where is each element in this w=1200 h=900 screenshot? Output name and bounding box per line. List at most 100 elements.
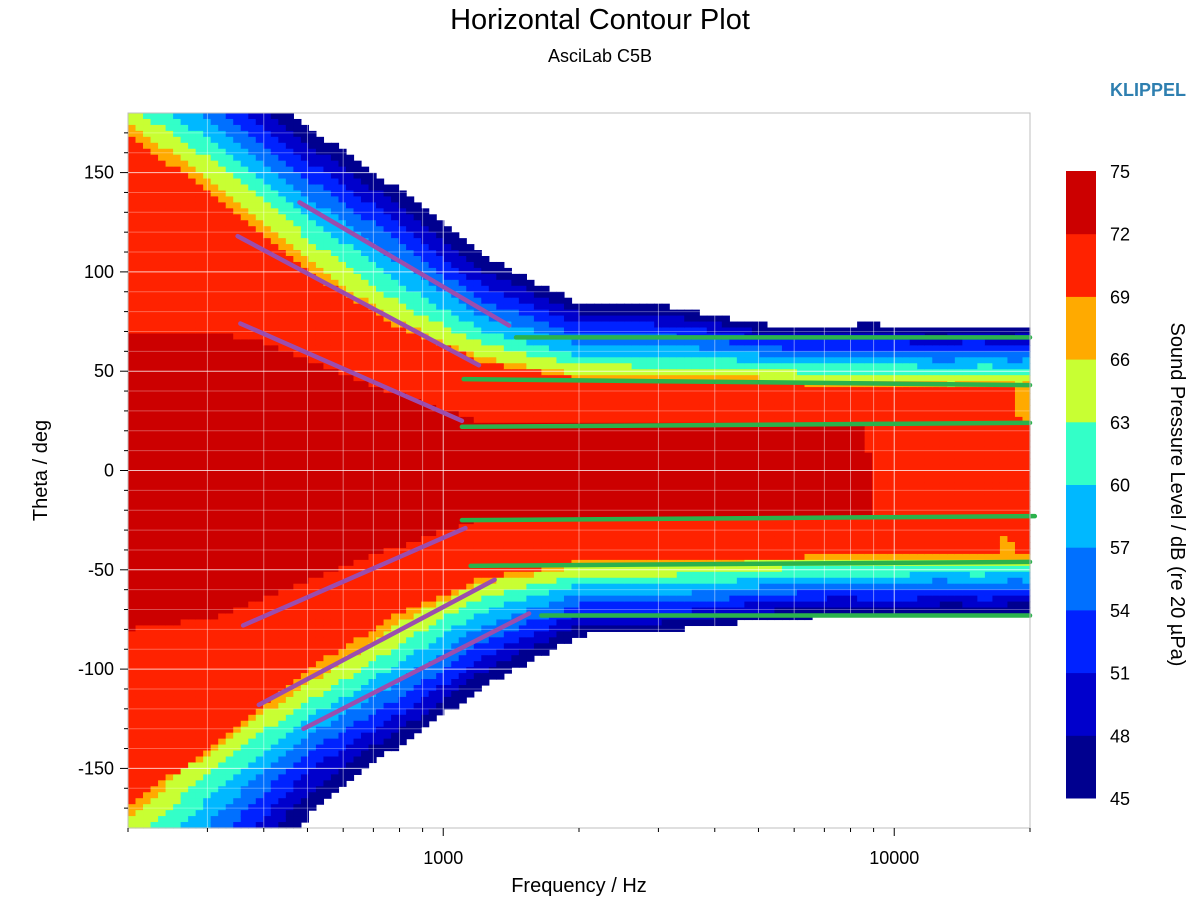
contour-cell — [376, 321, 385, 329]
contour-cell — [233, 404, 242, 412]
contour-cell — [338, 685, 347, 692]
contour-cell — [188, 118, 197, 126]
contour-cell — [270, 655, 279, 662]
contour-cell — [345, 690, 355, 698]
contour-cell — [376, 369, 385, 376]
contour-cell — [398, 661, 407, 668]
contour-cell — [210, 142, 219, 150]
contour-cell — [255, 643, 264, 650]
contour-cell — [165, 410, 174, 418]
contour-cell — [428, 464, 437, 472]
contour-cell — [263, 518, 272, 525]
contour-cell — [173, 178, 182, 186]
contour-cell — [128, 387, 137, 394]
contour-cell — [128, 512, 137, 519]
contour-cell — [158, 679, 167, 686]
contour-cell — [188, 369, 197, 376]
contour-cell — [278, 244, 287, 251]
contour-cell — [345, 464, 355, 472]
contour-cell — [128, 804, 137, 811]
contour-cell — [165, 732, 174, 740]
contour-cell — [391, 267, 400, 275]
contour-cell — [330, 601, 340, 609]
contour-cell — [180, 148, 189, 156]
contour-cell — [150, 726, 159, 734]
contour-cell — [135, 208, 144, 215]
contour-cell — [443, 333, 452, 341]
contour-cell — [323, 476, 332, 484]
contour-cell — [218, 315, 227, 323]
contour-cell — [128, 279, 137, 287]
contour-cell — [143, 446, 152, 454]
contour-cell — [150, 434, 159, 442]
contour-cell — [458, 565, 467, 573]
contour-cell — [466, 256, 475, 263]
contour-cell — [188, 500, 197, 507]
contour-cell — [180, 404, 189, 412]
contour-cell — [240, 476, 249, 484]
contour-cell — [173, 399, 182, 406]
contour-cell — [278, 381, 287, 388]
contour-cell — [255, 714, 264, 722]
contour-cell — [158, 113, 167, 120]
contour-cell — [218, 732, 227, 740]
contour-cell — [406, 321, 415, 329]
contour-cell — [180, 786, 189, 793]
contour-cell — [255, 762, 264, 770]
contour-cell — [361, 613, 370, 621]
contour-cell — [473, 261, 482, 269]
contour-cell — [368, 291, 377, 299]
contour-cell — [368, 267, 377, 275]
contour-cell — [383, 297, 392, 305]
contour-cell — [308, 565, 317, 573]
contour-cell — [143, 798, 152, 805]
contour-cell — [315, 244, 325, 251]
contour-cell — [353, 440, 362, 448]
contour-cell — [195, 291, 204, 299]
contour-cell — [158, 524, 167, 531]
contour-cell — [300, 661, 309, 668]
contour-cell — [376, 613, 385, 621]
contour-cell — [308, 500, 317, 507]
contour-cell — [391, 547, 400, 555]
contour-cell — [338, 267, 347, 275]
contour-cell — [315, 530, 325, 537]
contour-cell — [255, 458, 264, 466]
contour-cell — [278, 762, 287, 770]
contour-cell — [368, 226, 377, 233]
contour-cell — [436, 464, 445, 472]
contour-cell — [443, 673, 452, 680]
contour-cell — [255, 732, 264, 740]
contour-cell — [210, 774, 219, 781]
contour-cell — [391, 452, 400, 460]
contour-cell — [293, 321, 302, 329]
contour-cell — [158, 774, 167, 781]
contour-cell — [203, 655, 212, 662]
contour-cell — [451, 404, 460, 412]
contour-cell — [180, 250, 189, 257]
contour-cell — [436, 446, 445, 454]
contour-cell — [406, 267, 415, 275]
contour-cell — [285, 810, 294, 817]
contour-cell — [248, 279, 257, 287]
contour-cell — [143, 178, 152, 186]
contour-cell — [248, 291, 257, 299]
contour-cell — [383, 345, 392, 352]
contour-cell — [293, 446, 302, 454]
contour-cell — [436, 595, 445, 603]
contour-cell — [270, 363, 279, 370]
contour-cell — [421, 530, 430, 537]
contour-cell — [233, 422, 242, 430]
contour-cell — [293, 315, 302, 323]
contour-cell — [188, 476, 197, 484]
contour-cell — [315, 458, 325, 466]
contour-cell — [315, 482, 325, 489]
contour-cell — [128, 309, 137, 317]
contour-cell — [300, 702, 309, 710]
contour-cell — [398, 726, 407, 734]
contour-cell — [330, 476, 340, 484]
contour-cell — [473, 285, 482, 293]
contour-cell — [345, 327, 355, 335]
contour-cell — [188, 792, 197, 799]
contour-cell — [165, 524, 174, 531]
